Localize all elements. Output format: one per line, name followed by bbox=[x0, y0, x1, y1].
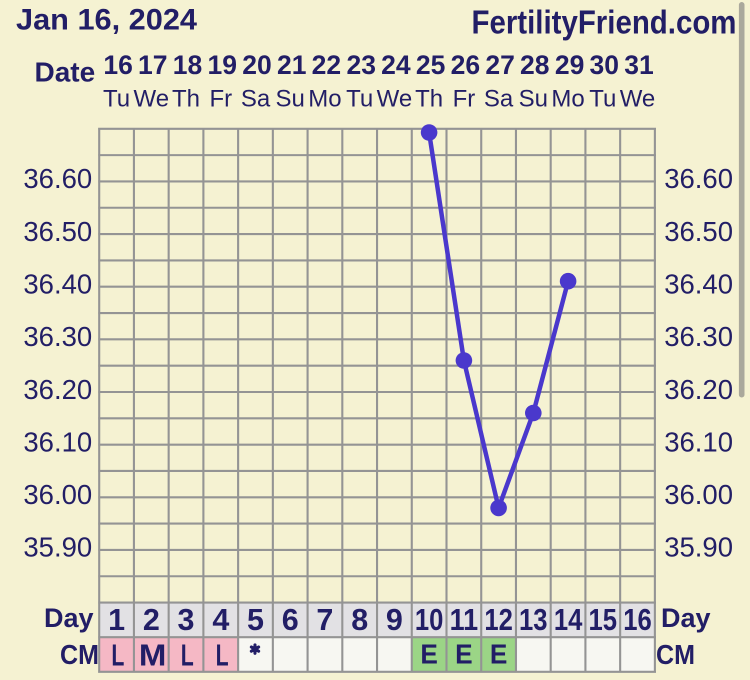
svg-text:36.10: 36.10 bbox=[664, 426, 733, 457]
svg-text:18: 18 bbox=[173, 50, 202, 80]
svg-text:19: 19 bbox=[208, 50, 237, 80]
svg-text:36.20: 36.20 bbox=[23, 374, 92, 405]
svg-text:Th: Th bbox=[172, 86, 200, 113]
svg-text:FertilityFriend.com: FertilityFriend.com bbox=[472, 4, 737, 41]
svg-text:26: 26 bbox=[451, 50, 480, 80]
svg-text:25: 25 bbox=[416, 50, 445, 80]
svg-text:Tu: Tu bbox=[103, 86, 130, 113]
svg-text:Sa: Sa bbox=[241, 86, 271, 113]
svg-text:14: 14 bbox=[554, 603, 583, 637]
svg-text:Jan 16, 2024: Jan 16, 2024 bbox=[16, 4, 197, 37]
svg-text:27: 27 bbox=[485, 50, 514, 80]
svg-text:16: 16 bbox=[103, 50, 132, 80]
svg-text:15: 15 bbox=[589, 603, 618, 637]
svg-text:Sa: Sa bbox=[484, 86, 514, 113]
svg-text:29: 29 bbox=[555, 50, 584, 80]
svg-text:1: 1 bbox=[108, 603, 125, 637]
svg-text:17: 17 bbox=[138, 50, 167, 80]
svg-text:3: 3 bbox=[178, 603, 195, 637]
svg-text:36.20: 36.20 bbox=[664, 374, 733, 405]
svg-text:16: 16 bbox=[623, 603, 652, 637]
svg-text:Day: Day bbox=[44, 603, 94, 633]
svg-text:36.60: 36.60 bbox=[664, 163, 733, 194]
svg-text:4: 4 bbox=[212, 603, 229, 637]
svg-text:36.00: 36.00 bbox=[664, 479, 733, 510]
svg-text:35.90: 35.90 bbox=[664, 532, 733, 563]
svg-text:Date: Date bbox=[35, 57, 96, 88]
svg-text:35.90: 35.90 bbox=[23, 532, 92, 563]
svg-text:28: 28 bbox=[520, 50, 549, 80]
svg-text:Th: Th bbox=[415, 86, 443, 113]
svg-text:36.30: 36.30 bbox=[664, 321, 733, 352]
svg-text:10: 10 bbox=[415, 603, 444, 637]
svg-text:M: M bbox=[139, 639, 167, 673]
svg-text:Tu: Tu bbox=[589, 86, 616, 113]
svg-text:36.50: 36.50 bbox=[23, 216, 92, 247]
svg-text:CM: CM bbox=[656, 639, 695, 670]
svg-text:36.30: 36.30 bbox=[23, 321, 92, 352]
svg-text:23: 23 bbox=[346, 50, 375, 80]
svg-text:We: We bbox=[620, 86, 656, 113]
svg-text:We: We bbox=[134, 86, 170, 113]
svg-text:CM: CM bbox=[60, 639, 99, 670]
svg-text:7: 7 bbox=[316, 603, 333, 637]
svg-text:Su: Su bbox=[276, 86, 305, 113]
svg-text:20: 20 bbox=[242, 50, 271, 80]
svg-text:L: L bbox=[216, 639, 229, 673]
svg-text:Mo: Mo bbox=[308, 86, 341, 113]
svg-text:L: L bbox=[111, 639, 124, 673]
svg-text:8: 8 bbox=[351, 603, 368, 637]
svg-text:12: 12 bbox=[484, 603, 513, 637]
svg-text:36.40: 36.40 bbox=[664, 269, 733, 300]
svg-text:13: 13 bbox=[519, 603, 548, 637]
svg-text:31: 31 bbox=[624, 50, 653, 80]
svg-text:30: 30 bbox=[590, 50, 619, 80]
svg-text:36.60: 36.60 bbox=[23, 163, 92, 194]
svg-text:Fr: Fr bbox=[209, 86, 232, 113]
svg-text:9: 9 bbox=[386, 603, 403, 637]
svg-text:E: E bbox=[490, 638, 508, 669]
svg-text:36.00: 36.00 bbox=[23, 479, 92, 510]
svg-text:E: E bbox=[420, 638, 438, 669]
svg-text:24: 24 bbox=[381, 50, 411, 80]
svg-text:36.50: 36.50 bbox=[664, 216, 733, 247]
svg-text:E: E bbox=[455, 638, 473, 669]
svg-text:Mo: Mo bbox=[551, 86, 584, 113]
svg-text:Tu: Tu bbox=[346, 86, 373, 113]
svg-text:L: L bbox=[181, 639, 194, 673]
svg-text:21: 21 bbox=[277, 50, 306, 80]
svg-text:6: 6 bbox=[282, 603, 299, 637]
svg-text:22: 22 bbox=[312, 50, 341, 80]
svg-text:We: We bbox=[377, 86, 413, 113]
svg-text:36.10: 36.10 bbox=[23, 426, 92, 457]
svg-text:11: 11 bbox=[450, 603, 479, 637]
svg-text:2: 2 bbox=[143, 603, 160, 637]
svg-text:Day: Day bbox=[661, 603, 711, 633]
svg-text:Su: Su bbox=[519, 86, 548, 113]
svg-text:5: 5 bbox=[247, 603, 264, 637]
svg-text:Fr: Fr bbox=[453, 86, 476, 113]
svg-text:36.40: 36.40 bbox=[23, 269, 92, 300]
